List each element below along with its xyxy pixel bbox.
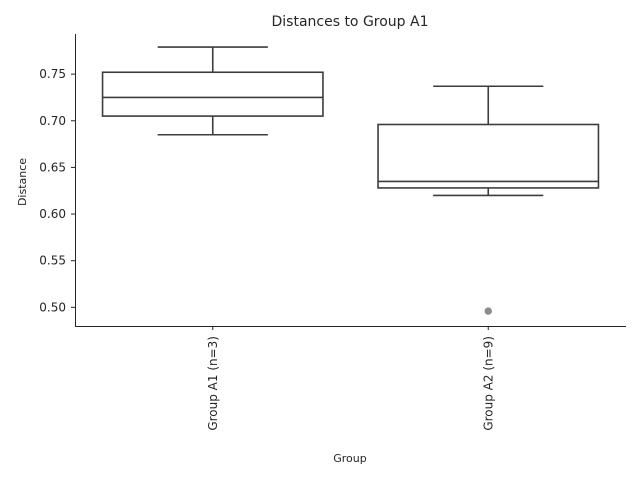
- x-axis-label: Group: [333, 452, 367, 465]
- boxes-layer: [101, 46, 600, 315]
- x-axis-ticks: Group A1 (n=3) Group A2 (n=9): [206, 326, 495, 431]
- x-tick-label: Group A1 (n=3): [206, 336, 220, 431]
- y-tick-label: 0.60: [39, 207, 66, 221]
- box-group: [101, 46, 324, 136]
- chart-title: Distances to Group A1: [271, 14, 428, 30]
- y-tick-label: 0.55: [39, 254, 66, 268]
- y-tick-label: 0.70: [39, 114, 66, 128]
- y-tick-label: 0.65: [39, 160, 66, 174]
- y-tick-label: 0.75: [39, 67, 66, 81]
- y-tick-label: 0.50: [39, 300, 66, 314]
- iqr-box: [101, 71, 324, 117]
- y-axis-ticks: 0.50 0.55 0.60 0.65 0.70 0.75: [39, 67, 75, 314]
- x-tick-label: Group A2 (n=9): [481, 336, 495, 431]
- iqr-box: [377, 123, 600, 189]
- y-axis-label: Distance: [16, 158, 29, 206]
- box-group: [377, 85, 600, 315]
- outlier-point: [484, 307, 492, 315]
